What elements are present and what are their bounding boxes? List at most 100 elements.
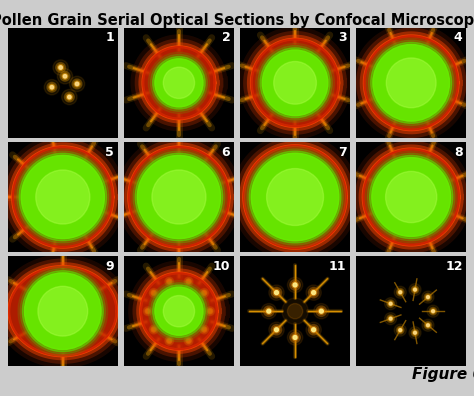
Circle shape bbox=[399, 291, 401, 294]
Circle shape bbox=[165, 277, 173, 286]
Circle shape bbox=[269, 285, 284, 300]
Circle shape bbox=[431, 309, 436, 314]
Circle shape bbox=[165, 337, 173, 345]
Circle shape bbox=[151, 327, 156, 332]
Circle shape bbox=[363, 149, 459, 245]
Circle shape bbox=[255, 44, 335, 122]
Circle shape bbox=[168, 280, 171, 283]
Circle shape bbox=[151, 290, 156, 295]
Circle shape bbox=[186, 279, 191, 284]
Circle shape bbox=[187, 339, 190, 343]
Circle shape bbox=[372, 158, 451, 236]
Circle shape bbox=[384, 313, 397, 325]
Circle shape bbox=[264, 306, 274, 316]
Circle shape bbox=[386, 58, 436, 108]
Circle shape bbox=[427, 305, 439, 317]
Circle shape bbox=[364, 36, 458, 130]
Circle shape bbox=[273, 326, 280, 333]
Circle shape bbox=[184, 277, 193, 286]
Text: 1: 1 bbox=[106, 31, 114, 44]
Circle shape bbox=[75, 82, 79, 86]
Circle shape bbox=[131, 149, 227, 245]
Circle shape bbox=[267, 309, 271, 313]
Circle shape bbox=[258, 46, 332, 120]
Circle shape bbox=[152, 170, 206, 224]
Circle shape bbox=[274, 328, 278, 332]
Circle shape bbox=[292, 282, 298, 288]
Text: 3: 3 bbox=[338, 31, 346, 44]
Circle shape bbox=[15, 149, 111, 245]
Circle shape bbox=[287, 330, 303, 345]
Circle shape bbox=[384, 298, 397, 310]
Circle shape bbox=[365, 151, 457, 243]
Circle shape bbox=[394, 324, 406, 336]
Circle shape bbox=[146, 310, 149, 313]
Circle shape bbox=[412, 287, 418, 292]
Circle shape bbox=[293, 335, 297, 339]
Circle shape bbox=[411, 286, 419, 293]
Circle shape bbox=[282, 298, 308, 324]
Circle shape bbox=[389, 302, 392, 305]
Circle shape bbox=[202, 291, 206, 294]
Circle shape bbox=[271, 324, 282, 335]
Circle shape bbox=[388, 301, 393, 306]
Circle shape bbox=[66, 94, 73, 100]
Circle shape bbox=[44, 80, 60, 95]
Text: 8: 8 bbox=[454, 146, 463, 158]
Circle shape bbox=[312, 291, 316, 295]
Circle shape bbox=[186, 338, 191, 344]
Circle shape bbox=[166, 279, 172, 284]
Circle shape bbox=[409, 327, 421, 339]
Circle shape bbox=[63, 74, 67, 78]
Circle shape bbox=[155, 287, 203, 335]
Circle shape bbox=[387, 300, 394, 308]
Circle shape bbox=[411, 329, 419, 337]
Circle shape bbox=[287, 303, 303, 319]
Circle shape bbox=[72, 79, 82, 89]
Circle shape bbox=[266, 169, 324, 225]
Circle shape bbox=[426, 295, 430, 299]
Circle shape bbox=[251, 153, 339, 241]
Circle shape bbox=[273, 289, 280, 296]
Circle shape bbox=[399, 329, 401, 331]
Circle shape bbox=[135, 153, 223, 241]
Circle shape bbox=[201, 290, 207, 295]
Circle shape bbox=[128, 147, 229, 248]
Circle shape bbox=[143, 307, 152, 316]
Circle shape bbox=[396, 288, 404, 296]
Circle shape bbox=[153, 57, 205, 109]
Circle shape bbox=[168, 339, 171, 343]
Circle shape bbox=[150, 283, 208, 340]
Circle shape bbox=[149, 325, 158, 334]
Circle shape bbox=[424, 293, 432, 301]
Circle shape bbox=[388, 316, 393, 321]
Circle shape bbox=[141, 273, 217, 350]
Text: 5: 5 bbox=[106, 146, 114, 158]
Circle shape bbox=[389, 317, 392, 320]
Circle shape bbox=[200, 325, 209, 334]
Circle shape bbox=[69, 76, 85, 91]
Circle shape bbox=[55, 63, 65, 72]
Circle shape bbox=[398, 290, 402, 295]
Polygon shape bbox=[9, 267, 117, 356]
Circle shape bbox=[310, 326, 317, 333]
Circle shape bbox=[25, 273, 101, 350]
Circle shape bbox=[21, 155, 104, 239]
Circle shape bbox=[62, 89, 77, 105]
Text: 9: 9 bbox=[106, 260, 114, 273]
Circle shape bbox=[148, 52, 210, 114]
Circle shape bbox=[187, 280, 190, 283]
Circle shape bbox=[427, 324, 429, 327]
Circle shape bbox=[64, 92, 74, 102]
Text: Figure 6: Figure 6 bbox=[412, 367, 474, 382]
Circle shape bbox=[429, 307, 437, 315]
Circle shape bbox=[412, 330, 418, 335]
Circle shape bbox=[371, 42, 452, 123]
Circle shape bbox=[432, 310, 435, 312]
Circle shape bbox=[367, 153, 455, 241]
Circle shape bbox=[19, 153, 107, 241]
Circle shape bbox=[57, 65, 64, 70]
Circle shape bbox=[53, 60, 68, 75]
Text: 6: 6 bbox=[222, 146, 230, 158]
Circle shape bbox=[143, 47, 215, 119]
